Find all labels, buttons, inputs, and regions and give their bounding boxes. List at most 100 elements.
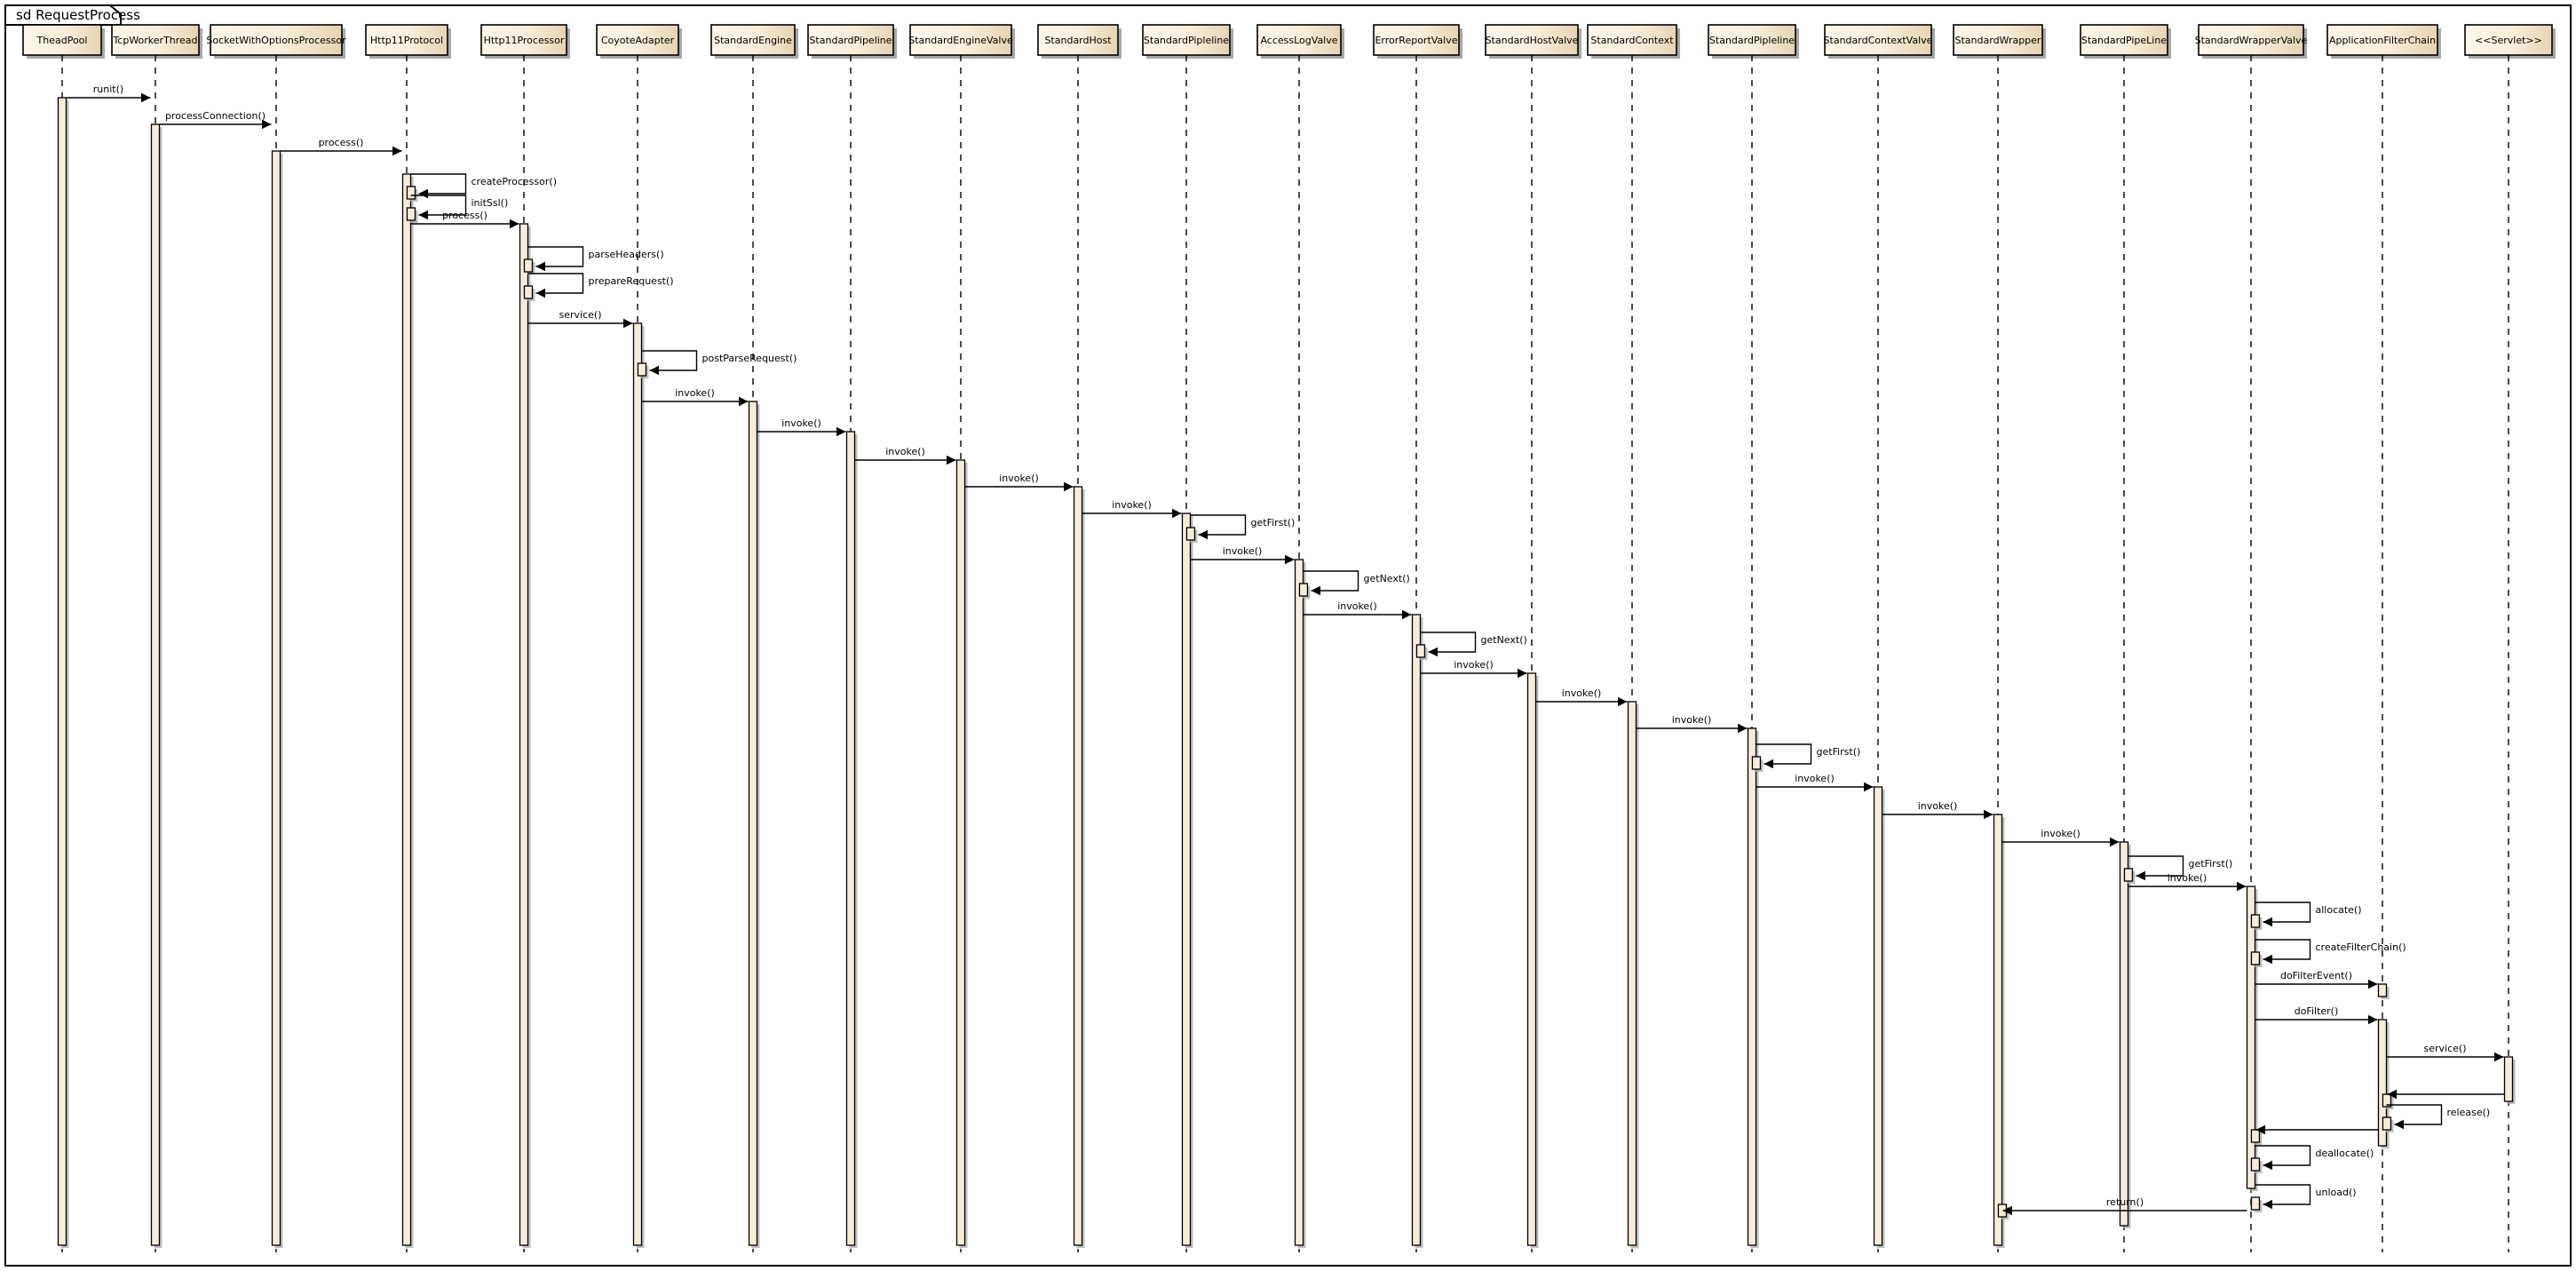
activation-a-wrappervalve: [2246, 886, 2256, 1189]
message-arrowhead: [1285, 554, 1295, 565]
message-arrowhead: [2136, 870, 2145, 881]
message-arrowhead: [1518, 668, 1527, 679]
message-doFilter-32[interactable]: doFilter(): [2255, 1005, 2378, 1025]
message-arrowhead: [1864, 782, 1874, 792]
lifeline-box-standardpipeline1[interactable]: [807, 24, 894, 56]
frame-label: sd RequestProcess: [16, 7, 140, 23]
message-invoke-14[interactable]: invoke(): [1082, 499, 1182, 519]
message-arrowhead: [623, 318, 633, 329]
self-message-line: [1756, 743, 1812, 765]
message-return-34[interactable]: [2387, 1089, 2505, 1100]
message-service-33[interactable]: service(): [2386, 1043, 2504, 1062]
message-getNext-17[interactable]: getNext(): [1303, 570, 1410, 596]
lifeline-box-standardcontext[interactable]: [1587, 24, 1677, 56]
message-doFilterEvent-31[interactable]: doFilterEvent(): [2255, 970, 2378, 989]
message-unload-38[interactable]: unload(): [2255, 1184, 2357, 1210]
lifeline-label-standardpipeline4: StandardPipeLine: [2081, 35, 2167, 46]
message-invoke-10[interactable]: invoke(): [641, 387, 749, 407]
message-label: createFilterChain(): [2316, 941, 2406, 953]
self-message-line: [2128, 855, 2184, 877]
message-getFirst-23[interactable]: getFirst(): [1756, 743, 1861, 769]
message-arrowhead: [2255, 1124, 2265, 1135]
activation-a-standardwrapper: [1993, 814, 2003, 1246]
message-invoke-18[interactable]: invoke(): [1303, 600, 1412, 620]
message-arrowhead: [1618, 696, 1628, 707]
lifeline-label-applicationfilterchain: ApplicationFilterChain: [2329, 35, 2436, 46]
lifeline-box-http11protocol[interactable]: [365, 24, 448, 56]
activation-a-swv-ret: [2250, 1129, 2261, 1143]
message-return-36[interactable]: [2255, 1124, 2379, 1135]
message-label: service(): [2424, 1043, 2467, 1054]
lifeline-box-standardhostvalve[interactable]: [1485, 24, 1579, 56]
message-invoke-12[interactable]: invoke(): [854, 446, 956, 465]
message-arrowhead: [1984, 809, 1993, 820]
activation-a-getfirst3: [2123, 868, 2134, 882]
message-runit-0[interactable]: runit(): [66, 83, 151, 103]
message-label: invoke(): [2041, 828, 2081, 839]
message-invoke-11[interactable]: invoke(): [757, 417, 846, 437]
lifeline-label-standardhostvalve: StandardHostValve: [1486, 35, 1579, 46]
message-arrowhead: [2368, 1014, 2378, 1025]
message-invoke-21[interactable]: invoke(): [1535, 687, 1628, 707]
message-label: getNext(): [1364, 573, 1410, 584]
message-label: doFilterEvent(): [2280, 970, 2352, 981]
message-invoke-28[interactable]: invoke(): [2128, 872, 2247, 892]
lifeline-box-socketwithoptions[interactable]: [210, 24, 343, 56]
lifeline-box-accesslogvalve[interactable]: [1256, 24, 1342, 56]
activation-a-postparse: [637, 362, 647, 377]
message-createProcessor-3[interactable]: createProcessor(): [410, 173, 557, 199]
message-invoke-20[interactable]: invoke(): [1420, 659, 1527, 679]
message-getNext-19[interactable]: getNext(): [1420, 632, 1527, 657]
message-arrowhead: [739, 396, 749, 407]
lifeline-box-standardengine[interactable]: [710, 24, 796, 56]
message-return-39[interactable]: return(): [2002, 1196, 2247, 1216]
lifeline-box-http11processor[interactable]: [480, 24, 567, 56]
message-invoke-22[interactable]: invoke(): [1636, 714, 1748, 734]
lifeline-box-standardhost[interactable]: [1037, 24, 1119, 56]
message-createFilterChain-30[interactable]: createFilterChain(): [2255, 939, 2406, 965]
lifeline-label-standardwrappervalve: StandardWrapperValve: [2195, 35, 2308, 46]
message-invoke-13[interactable]: invoke(): [964, 473, 1074, 492]
lifeline-box-tcpworkerthread[interactable]: [111, 24, 200, 56]
lifeline-box-applicationfilterchain[interactable]: [2326, 24, 2438, 56]
message-arrowhead: [947, 455, 956, 465]
message-deallocate-37[interactable]: deallocate(): [2255, 1145, 2374, 1171]
activation-a-standardengine: [748, 401, 758, 1246]
message-parseHeaders-6[interactable]: parseHeaders(): [527, 246, 664, 272]
message-processConnection-1[interactable]: processConnection(): [159, 110, 272, 130]
message-invoke-24[interactable]: invoke(): [1756, 773, 1874, 792]
message-prepareRequest-7[interactable]: prepareRequest(): [527, 273, 674, 298]
message-process-5[interactable]: process(): [410, 210, 519, 229]
message-release-35[interactable]: release(): [2386, 1104, 2491, 1130]
message-invoke-16[interactable]: invoke(): [1190, 545, 1295, 565]
message-getFirst-27[interactable]: getFirst(): [2128, 855, 2233, 881]
message-initSsl-4[interactable]: initSsl(): [410, 195, 509, 220]
lifeline-box-errorreportvalve[interactable]: [1373, 24, 1460, 56]
message-allocate-29[interactable]: allocate(): [2255, 902, 2362, 927]
message-label: return(): [2106, 1196, 2144, 1208]
message-arrowhead: [2263, 1199, 2272, 1210]
message-arrowhead: [1311, 585, 1320, 596]
message-getFirst-15[interactable]: getFirst(): [1190, 514, 1296, 540]
message-label: deallocate(): [2316, 1148, 2374, 1159]
diagram-border: [4, 4, 2572, 1267]
activation-a-createfilterchain: [2250, 951, 2261, 965]
message-label: getNext(): [1481, 634, 1527, 646]
lifeline-box-standardpipeline2[interactable]: [1142, 24, 1231, 56]
diagram-frame: [4, 4, 2572, 1267]
message-process-2[interactable]: process(): [280, 137, 402, 156]
message-invoke-26[interactable]: invoke(): [2001, 828, 2120, 847]
message-arrowhead: [535, 261, 545, 272]
message-arrowhead: [392, 146, 402, 156]
self-message-line: [527, 246, 584, 267]
lifeline-box-standardcontextvalve[interactable]: [1824, 24, 1932, 56]
lifeline-box-standardwrappervalve[interactable]: [2198, 24, 2304, 56]
message-arrowhead: [418, 210, 428, 220]
activation-a-enginevalve: [955, 459, 966, 1246]
message-postParseRequest-9[interactable]: postParseRequest(): [641, 350, 797, 376]
message-invoke-25[interactable]: invoke(): [1882, 800, 1993, 820]
message-service-8[interactable]: service(): [527, 309, 633, 329]
message-label: doFilter(): [2295, 1005, 2339, 1017]
